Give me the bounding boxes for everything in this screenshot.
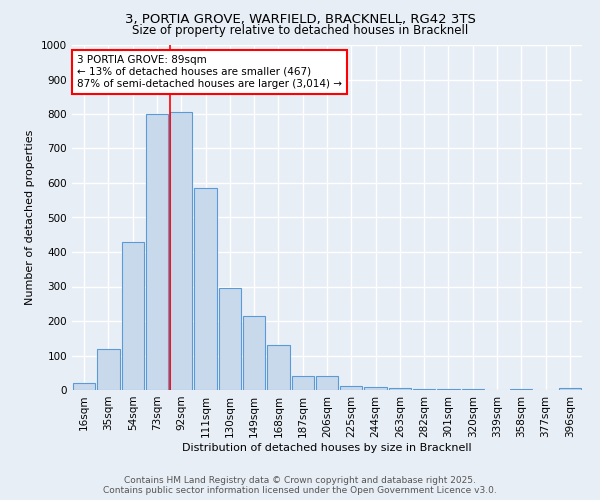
Y-axis label: Number of detached properties: Number of detached properties — [25, 130, 35, 305]
Text: Contains HM Land Registry data © Crown copyright and database right 2025.
Contai: Contains HM Land Registry data © Crown c… — [103, 476, 497, 495]
Bar — [97, 348, 119, 390]
Bar — [340, 386, 362, 390]
X-axis label: Distribution of detached houses by size in Bracknell: Distribution of detached houses by size … — [182, 442, 472, 452]
Bar — [170, 112, 193, 390]
Bar — [218, 288, 241, 390]
Text: 3, PORTIA GROVE, WARFIELD, BRACKNELL, RG42 3TS: 3, PORTIA GROVE, WARFIELD, BRACKNELL, RG… — [125, 12, 475, 26]
Bar — [292, 376, 314, 390]
Bar — [364, 387, 387, 390]
Bar — [437, 389, 460, 390]
Bar — [267, 345, 290, 390]
Text: 3 PORTIA GROVE: 89sqm
← 13% of detached houses are smaller (467)
87% of semi-det: 3 PORTIA GROVE: 89sqm ← 13% of detached … — [77, 56, 342, 88]
Bar — [316, 376, 338, 390]
Bar — [146, 114, 168, 390]
Bar — [122, 242, 144, 390]
Bar — [559, 388, 581, 390]
Bar — [194, 188, 217, 390]
Bar — [73, 383, 95, 390]
Bar — [243, 316, 265, 390]
Bar — [413, 389, 436, 390]
Text: Size of property relative to detached houses in Bracknell: Size of property relative to detached ho… — [132, 24, 468, 37]
Bar — [389, 388, 411, 390]
